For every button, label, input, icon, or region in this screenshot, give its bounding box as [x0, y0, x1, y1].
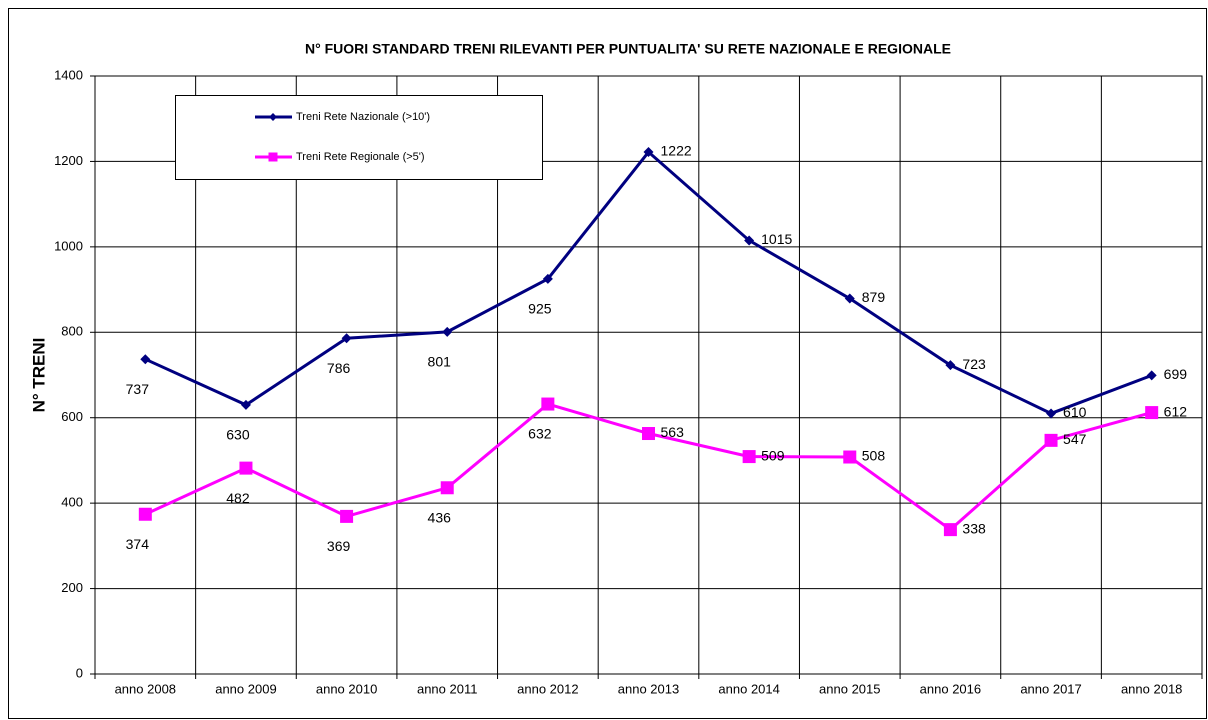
- y-tick-label: 1000: [54, 238, 83, 253]
- x-tick-label: anno 2018: [1121, 681, 1182, 696]
- data-label: 801: [428, 354, 452, 370]
- y-tick-label: 200: [61, 580, 83, 595]
- marker: [140, 354, 151, 365]
- marker: [542, 273, 553, 284]
- marker: [340, 509, 354, 523]
- marker: [742, 450, 756, 464]
- data-label: 610: [1063, 404, 1087, 420]
- x-tick-label: anno 2008: [115, 681, 176, 696]
- marker: [1146, 370, 1157, 381]
- series: [140, 147, 1157, 419]
- y-tick-label: 1200: [54, 153, 83, 168]
- marker: [239, 461, 253, 475]
- series: [138, 397, 1159, 537]
- legend-label: Treni Rete Nazionale (>10'): [296, 111, 430, 123]
- marker: [442, 326, 453, 337]
- marker: [341, 333, 352, 344]
- chart-title: N° FUORI STANDARD TRENI RILEVANTI PER PU…: [305, 41, 951, 57]
- data-label: 374: [126, 536, 150, 552]
- marker: [643, 147, 654, 158]
- data-label: 737: [126, 381, 150, 397]
- marker: [642, 427, 655, 441]
- y-tick-label: 1400: [54, 67, 83, 82]
- marker: [945, 360, 956, 371]
- legend-marker: [269, 113, 277, 121]
- marker: [138, 507, 152, 521]
- x-tick-label: anno 2010: [316, 681, 377, 696]
- data-label: 699: [1164, 366, 1188, 382]
- data-label: 630: [226, 427, 250, 443]
- data-label: 338: [962, 520, 986, 536]
- data-label: 879: [862, 289, 886, 305]
- marker: [943, 523, 957, 537]
- x-tick-label: anno 2016: [920, 681, 981, 696]
- x-tick-label: anno 2015: [819, 681, 880, 696]
- data-label: 925: [528, 301, 552, 317]
- y-tick-label: 400: [61, 495, 83, 510]
- data-label: 436: [428, 509, 452, 525]
- x-tick-label: anno 2014: [718, 681, 779, 696]
- marker: [1046, 408, 1057, 419]
- data-label: 786: [327, 360, 351, 376]
- x-tick-label: anno 2012: [517, 681, 578, 696]
- y-axis-title: N° TRENI: [29, 338, 48, 413]
- x-tick-label: anno 2013: [618, 681, 679, 696]
- data-label: 482: [226, 490, 250, 506]
- data-label: 563: [661, 424, 685, 440]
- legend-label: Treni Rete Regionale (>5'): [296, 151, 425, 163]
- y-tick-label: 0: [76, 665, 83, 680]
- x-tick-label: anno 2011: [417, 681, 478, 696]
- legend: Treni Rete Nazionale (>10') Treni Rete Re…: [175, 95, 543, 180]
- x-tick-label: anno 2017: [1020, 681, 1081, 696]
- marker: [1145, 406, 1159, 420]
- marker: [440, 481, 454, 495]
- data-label: 508: [862, 448, 886, 464]
- marker: [844, 293, 855, 304]
- marker: [541, 397, 555, 411]
- legend-box: [175, 95, 543, 180]
- x-tick-label: anno 2009: [215, 681, 276, 696]
- marker: [843, 450, 857, 464]
- legend-marker: [268, 152, 278, 162]
- data-label: 1222: [661, 143, 692, 159]
- data-label: 632: [528, 426, 552, 442]
- data-label: 723: [962, 356, 986, 372]
- data-label: 1015: [761, 231, 792, 247]
- marker: [744, 235, 755, 246]
- marker: [240, 399, 251, 410]
- data-label: 509: [761, 447, 785, 463]
- data-label: 612: [1164, 403, 1188, 419]
- marker: [1044, 433, 1058, 447]
- data-label: 547: [1063, 431, 1087, 447]
- y-tick-label: 800: [61, 324, 83, 339]
- data-label: 369: [327, 538, 351, 554]
- y-tick-label: 600: [61, 409, 83, 424]
